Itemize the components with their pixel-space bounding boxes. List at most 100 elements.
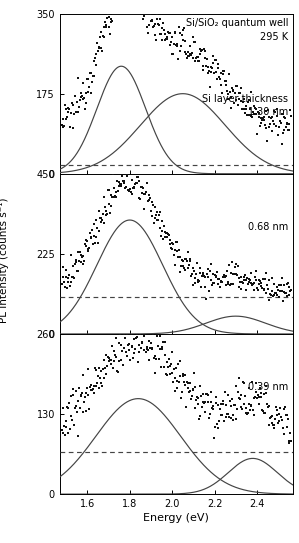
- Point: [129, 9, 133, 18]
- Point: [197, 277, 202, 286]
- Point: [207, 286, 211, 295]
- Point: [71, 124, 76, 132]
- Point: [138, 330, 143, 338]
- Point: [252, 110, 257, 118]
- Point: [90, 78, 94, 87]
- Point: [142, 345, 147, 354]
- Point: [114, 334, 119, 343]
- Point: [273, 108, 277, 116]
- Point: [82, 257, 87, 266]
- Point: [119, 9, 124, 18]
- Point: [67, 105, 71, 113]
- Point: [127, 9, 132, 18]
- Point: [79, 89, 84, 98]
- Point: [65, 284, 69, 293]
- Point: [164, 358, 169, 367]
- Point: [198, 269, 203, 277]
- Point: [234, 414, 239, 423]
- Point: [208, 397, 213, 406]
- Point: [94, 216, 99, 224]
- Point: [289, 285, 293, 294]
- Point: [154, 330, 159, 338]
- Point: [151, 218, 156, 227]
- Point: [141, 11, 146, 20]
- Text: Si/SiO₂ quantum well
295 K: Si/SiO₂ quantum well 295 K: [186, 18, 288, 42]
- Point: [161, 235, 166, 243]
- Point: [161, 18, 166, 27]
- Point: [113, 352, 118, 361]
- Point: [208, 260, 213, 268]
- Point: [163, 30, 168, 39]
- Point: [219, 411, 224, 419]
- Point: [264, 124, 269, 132]
- Point: [101, 219, 106, 228]
- Point: [142, 9, 147, 18]
- Point: [77, 103, 82, 111]
- Point: [66, 103, 71, 112]
- Point: [192, 279, 197, 287]
- Point: [158, 30, 163, 39]
- Point: [252, 411, 257, 420]
- Point: [141, 331, 146, 340]
- Point: [103, 23, 108, 31]
- Point: [62, 422, 66, 431]
- Point: [192, 382, 197, 391]
- Point: [226, 90, 231, 98]
- Point: [77, 384, 82, 393]
- Point: [76, 248, 81, 256]
- Point: [220, 396, 225, 405]
- Point: [264, 389, 269, 397]
- Point: [71, 391, 76, 400]
- Point: [242, 379, 247, 388]
- Point: [169, 348, 174, 357]
- Point: [135, 332, 140, 341]
- Point: [198, 50, 203, 59]
- Point: [84, 389, 89, 398]
- Point: [65, 274, 70, 283]
- Point: [164, 35, 168, 44]
- Point: [199, 282, 204, 291]
- Point: [271, 291, 276, 299]
- Point: [129, 330, 133, 338]
- Point: [129, 9, 134, 18]
- Point: [259, 113, 264, 122]
- Point: [108, 209, 112, 217]
- Point: [205, 55, 209, 64]
- Point: [251, 279, 256, 287]
- Point: [254, 276, 259, 285]
- Point: [267, 421, 272, 430]
- Point: [89, 69, 94, 78]
- Point: [243, 286, 248, 294]
- Point: [106, 10, 110, 18]
- Point: [197, 57, 202, 66]
- Point: [126, 341, 130, 350]
- Point: [107, 186, 112, 194]
- Point: [84, 236, 89, 244]
- Point: [74, 257, 79, 266]
- Point: [179, 394, 184, 402]
- Point: [208, 410, 212, 419]
- Point: [126, 9, 130, 18]
- Point: [278, 286, 283, 295]
- Point: [85, 383, 89, 392]
- Point: [251, 279, 255, 288]
- Point: [111, 364, 115, 372]
- Point: [70, 416, 74, 425]
- Point: [274, 291, 279, 299]
- Point: [207, 66, 211, 75]
- Point: [118, 9, 123, 18]
- Point: [70, 273, 75, 281]
- Point: [287, 126, 292, 135]
- Point: [115, 367, 120, 375]
- Point: [250, 378, 254, 387]
- Point: [113, 9, 118, 18]
- Point: [86, 75, 91, 84]
- Point: [93, 239, 97, 248]
- Point: [90, 226, 94, 235]
- Point: [218, 399, 223, 408]
- Point: [154, 210, 158, 219]
- Point: [123, 348, 128, 357]
- Point: [267, 113, 272, 122]
- Point: [240, 98, 245, 107]
- Point: [95, 224, 100, 232]
